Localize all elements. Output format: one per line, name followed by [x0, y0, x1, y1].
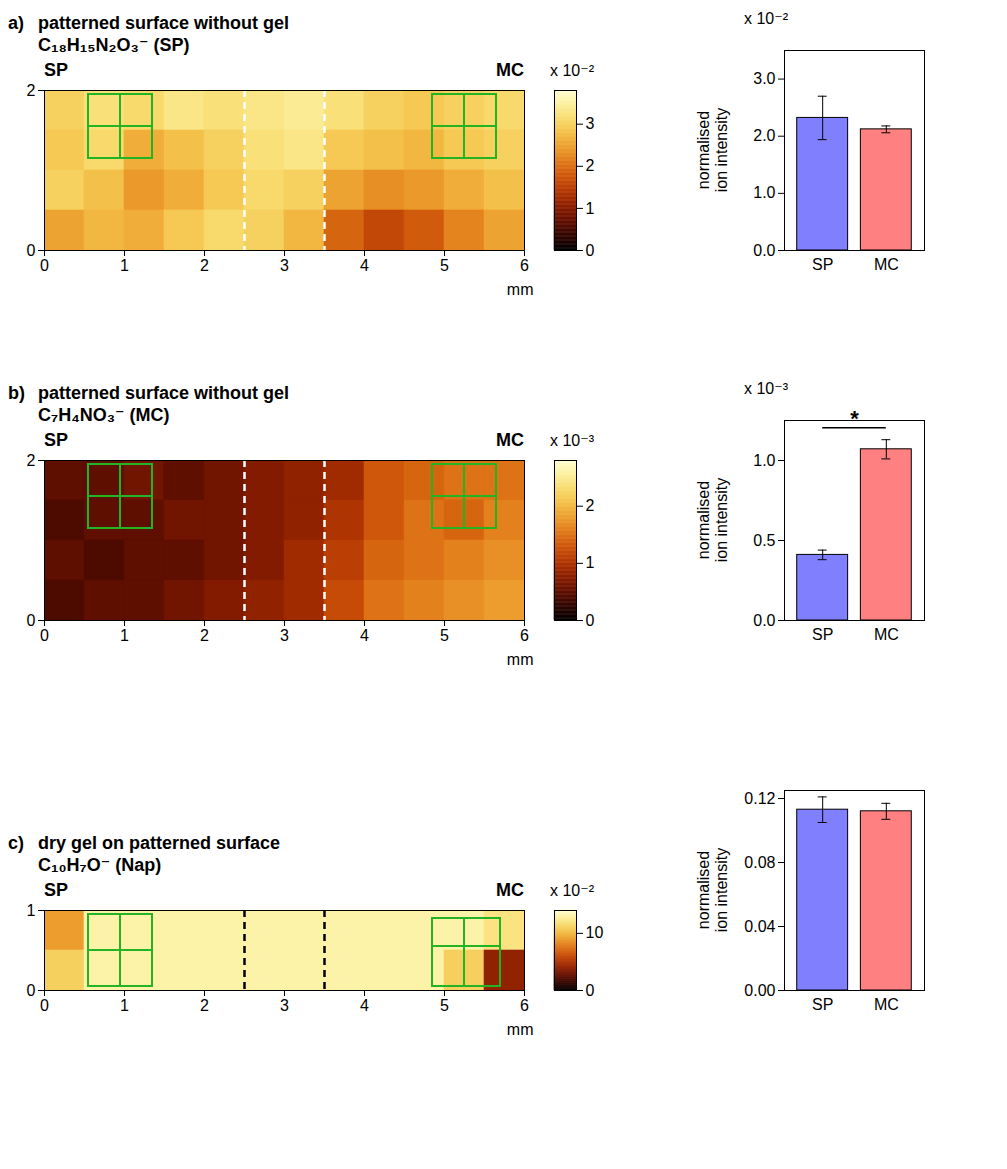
html-text:x 10⁻³: x 10⁻³ — [744, 380, 788, 397]
svg-text:6: 6 — [520, 997, 529, 1014]
html-text:x 10⁻²: x 10⁻² — [744, 10, 788, 27]
svg-text:3.0: 3.0 — [753, 70, 775, 87]
svg-text:0.12: 0.12 — [744, 790, 775, 807]
svg-text:6: 6 — [520, 627, 529, 644]
svg-text:SP: SP — [812, 256, 833, 273]
html-text:a): a) — [8, 13, 24, 33]
svg-text:2: 2 — [586, 497, 595, 514]
html-text:x 10⁻³: x 10⁻³ — [550, 432, 594, 449]
svg-text:1: 1 — [120, 997, 129, 1014]
svg-text:MC: MC — [874, 256, 899, 273]
svg-text:5: 5 — [440, 997, 449, 1014]
svg-text:0: 0 — [586, 612, 595, 629]
svg-text:0: 0 — [40, 257, 49, 274]
svg-text:0.04: 0.04 — [744, 918, 775, 935]
svg-text:0.0: 0.0 — [753, 612, 775, 629]
svg-text:1.0: 1.0 — [753, 184, 775, 201]
svg-text:0: 0 — [27, 612, 36, 629]
svg-text:0: 0 — [586, 242, 595, 259]
svg-text:SP: SP — [812, 996, 833, 1013]
svg-text:0.5: 0.5 — [753, 532, 775, 549]
svg-text:0: 0 — [40, 997, 49, 1014]
svg-text:4: 4 — [360, 997, 369, 1014]
svg-text:2: 2 — [586, 157, 595, 174]
svg-text:0.0: 0.0 — [753, 242, 775, 259]
svg-text:normalisedion intensity: normalisedion intensity — [695, 848, 730, 933]
html-text:patterned surface without gel: patterned surface without gel — [38, 383, 289, 403]
html-text:MC: MC — [496, 880, 524, 900]
svg-text:1.0: 1.0 — [753, 452, 775, 469]
svg-text:2: 2 — [200, 997, 209, 1014]
svg-text:6: 6 — [520, 257, 529, 274]
svg-text:0.00: 0.00 — [744, 982, 775, 999]
svg-text:5: 5 — [440, 627, 449, 644]
svg-text:MC: MC — [874, 626, 899, 643]
svg-text:0: 0 — [27, 242, 36, 259]
html-text:b): b) — [8, 383, 25, 403]
svg-text:1: 1 — [586, 200, 595, 217]
svg-text:4: 4 — [360, 627, 369, 644]
svg-text:2: 2 — [27, 452, 36, 469]
svg-text:3: 3 — [280, 257, 289, 274]
html-text:dry gel on patterned surface: dry gel on patterned surface — [38, 833, 281, 853]
html-text:x 10⁻²: x 10⁻² — [550, 882, 594, 899]
svg-text:5: 5 — [440, 257, 449, 274]
svg-text:4: 4 — [360, 257, 369, 274]
svg-text:mm: mm — [507, 651, 534, 668]
html-text:SP: SP — [44, 430, 68, 450]
svg-text:1: 1 — [27, 902, 36, 919]
svg-text:0: 0 — [40, 627, 49, 644]
svg-text:0: 0 — [586, 982, 595, 999]
svg-text:3: 3 — [280, 627, 289, 644]
svg-text:*: * — [850, 406, 859, 431]
html-text:C₁₈H₁₅N₂O₃⁻ (SP): C₁₈H₁₅N₂O₃⁻ (SP) — [38, 35, 190, 55]
svg-text:mm: mm — [507, 281, 534, 298]
svg-text:1: 1 — [120, 627, 129, 644]
svg-text:10: 10 — [586, 924, 604, 941]
svg-text:3: 3 — [280, 997, 289, 1014]
svg-text:mm: mm — [507, 1021, 534, 1038]
html-text:c): c) — [8, 833, 24, 853]
svg-text:0.08: 0.08 — [744, 854, 775, 871]
html-text:patterned surface without gel: patterned surface without gel — [38, 13, 289, 33]
html-text:x 10⁻²: x 10⁻² — [550, 62, 594, 79]
svg-text:3: 3 — [586, 115, 595, 132]
html-text:C₁₀H₇O⁻ (Nap): C₁₀H₇O⁻ (Nap) — [38, 855, 162, 875]
svg-text:1: 1 — [586, 554, 595, 571]
svg-text:1: 1 — [120, 257, 129, 274]
html-text:MC: MC — [496, 60, 524, 80]
svg-text:SP: SP — [812, 626, 833, 643]
svg-text:2: 2 — [200, 257, 209, 274]
svg-text:2.0: 2.0 — [753, 127, 775, 144]
html-text:MC: MC — [496, 430, 524, 450]
svg-text:MC: MC — [874, 996, 899, 1013]
svg-text:2: 2 — [27, 82, 36, 99]
html-text:SP: SP — [44, 60, 68, 80]
html-text:SP: SP — [44, 880, 68, 900]
svg-text:0: 0 — [27, 982, 36, 999]
svg-text:normalisedion intensity: normalisedion intensity — [695, 108, 730, 193]
html-text:C₇H₄NO₃⁻ (MC): C₇H₄NO₃⁻ (MC) — [38, 405, 170, 425]
svg-text:2: 2 — [200, 627, 209, 644]
svg-text:normalisedion intensity: normalisedion intensity — [695, 478, 730, 563]
